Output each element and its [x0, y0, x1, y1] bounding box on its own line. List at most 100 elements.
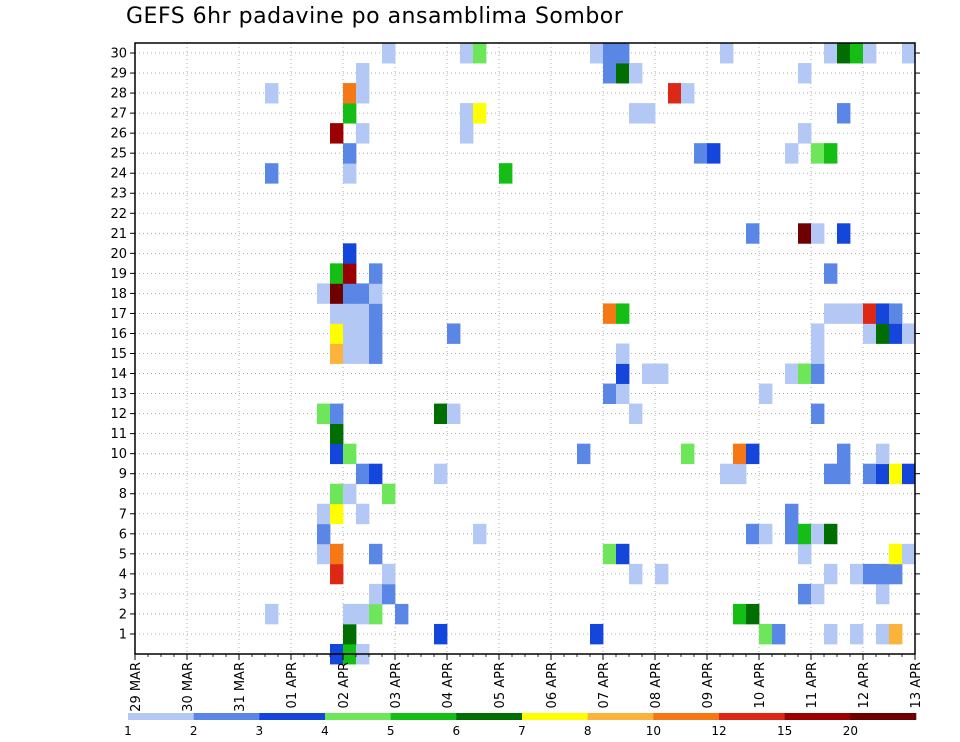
chart-title: GEFS 6hr padavine po ansamblima Sombor: [126, 4, 624, 29]
heatmap-cell: [356, 123, 370, 144]
y-tick-label: 12: [110, 407, 127, 422]
heatmap-cell: [655, 563, 669, 585]
heatmap-cell: [876, 623, 890, 645]
heatmap-cell: [902, 323, 916, 344]
heatmap-cell: [902, 43, 916, 64]
heatmap-cell: [811, 583, 825, 605]
heatmap-cell: [369, 283, 383, 304]
heatmap-cell: [473, 43, 487, 64]
legend-label: 10: [646, 724, 661, 738]
heatmap-cell: [343, 83, 357, 104]
heatmap-cell: [629, 563, 643, 585]
heatmap-cell: [824, 563, 838, 585]
heatmap-cell: [369, 343, 383, 364]
heatmap-cell: [837, 463, 851, 485]
heatmap-cell: [642, 103, 656, 124]
heatmap-cell: [616, 543, 630, 565]
heatmap-cell: [720, 463, 734, 485]
legend-label: 20: [843, 724, 858, 738]
x-tick-label: 10 APR: [753, 662, 768, 708]
heatmap-cell: [863, 463, 877, 485]
heatmap-cell: [837, 443, 851, 465]
legend-swatch: [522, 713, 588, 720]
heatmap-cell: [603, 383, 617, 404]
y-tick-label: 5: [119, 547, 127, 562]
heatmap-cell: [798, 583, 812, 605]
heatmap-cell: [330, 483, 344, 505]
heatmap-cell: [850, 303, 864, 324]
heatmap-cell: [850, 563, 864, 585]
heatmap-cell: [317, 403, 331, 425]
legend-swatch: [587, 713, 654, 720]
heatmap-cell: [902, 543, 916, 565]
heatmap-cell: [343, 263, 357, 284]
y-tick-label: 7: [119, 507, 127, 522]
heatmap-cell: [707, 143, 721, 164]
y-tick-label: 21: [110, 227, 127, 242]
legend-swatch: [390, 713, 457, 720]
y-tick-label: 4: [119, 567, 127, 582]
heatmap-cell: [798, 543, 812, 565]
heatmap-cell: [317, 503, 331, 525]
heatmap-cell: [811, 403, 825, 425]
y-tick-label: 19: [110, 267, 127, 282]
heatmap-cell: [330, 263, 344, 284]
heatmap-cell: [876, 443, 890, 465]
heatmap-cell: [681, 443, 695, 465]
heatmap-cell: [317, 543, 331, 565]
legend-label: 12: [711, 724, 726, 738]
x-tick-label: 02 APR: [337, 662, 352, 708]
heatmap-cell: [824, 623, 838, 645]
y-tick-label: 25: [110, 147, 127, 162]
heatmap-cell: [759, 623, 773, 645]
heatmap-cell: [811, 343, 825, 364]
heatmap-cell: [382, 483, 396, 505]
x-tick-label: 29 MAR: [129, 662, 144, 712]
heatmap-cell: [369, 543, 383, 565]
heatmap-cell: [330, 283, 344, 304]
heatmap-cell: [798, 523, 812, 545]
legend-label: 2: [190, 724, 198, 738]
legend-label: 15: [777, 724, 792, 738]
heatmap-cell: [460, 103, 474, 124]
heatmap-cell: [265, 83, 279, 104]
heatmap-cell: [616, 343, 630, 364]
heatmap-cell: [603, 543, 617, 565]
heatmap-cell: [889, 303, 903, 324]
heatmap-cell: [330, 303, 344, 324]
legend-swatch: [456, 713, 523, 720]
heatmap-cell: [811, 523, 825, 545]
heatmap-cell: [603, 43, 617, 64]
x-tick-label: 01 APR: [285, 662, 300, 708]
y-tick-label: 6: [119, 527, 127, 542]
heatmap-cell: [785, 503, 799, 525]
heatmap-cell: [330, 123, 344, 144]
x-tick-label: 31 MAR: [233, 662, 248, 712]
heatmap-cell: [343, 143, 357, 164]
heatmap-cell: [356, 503, 370, 525]
heatmap-cell: [837, 303, 851, 324]
heatmap-cell: [343, 283, 357, 304]
heatmap-cell: [746, 603, 760, 625]
heatmap-cell: [343, 163, 357, 184]
heatmap-cell: [616, 303, 630, 324]
heatmap-cell: [616, 363, 630, 384]
heatmap-cell: [343, 443, 357, 465]
heatmap-cell: [330, 423, 344, 445]
y-tick-label: 1: [119, 627, 127, 642]
heatmap-cell: [785, 523, 799, 545]
heatmap-cell: [265, 603, 279, 625]
heatmap-cell: [382, 583, 396, 605]
heatmap-cell: [460, 43, 474, 64]
heatmap-cell: [785, 143, 799, 164]
heatmap-cell: [772, 623, 786, 645]
heatmap-cell: [330, 543, 344, 565]
y-tick-label: 15: [110, 347, 127, 362]
heatmap-cell: [629, 63, 643, 84]
heatmap-cell: [369, 323, 383, 344]
x-tick-label: 09 APR: [701, 662, 716, 708]
heatmap-cell: [798, 363, 812, 384]
x-tick-label: 03 APR: [389, 662, 404, 708]
heatmap-cell: [265, 163, 279, 184]
